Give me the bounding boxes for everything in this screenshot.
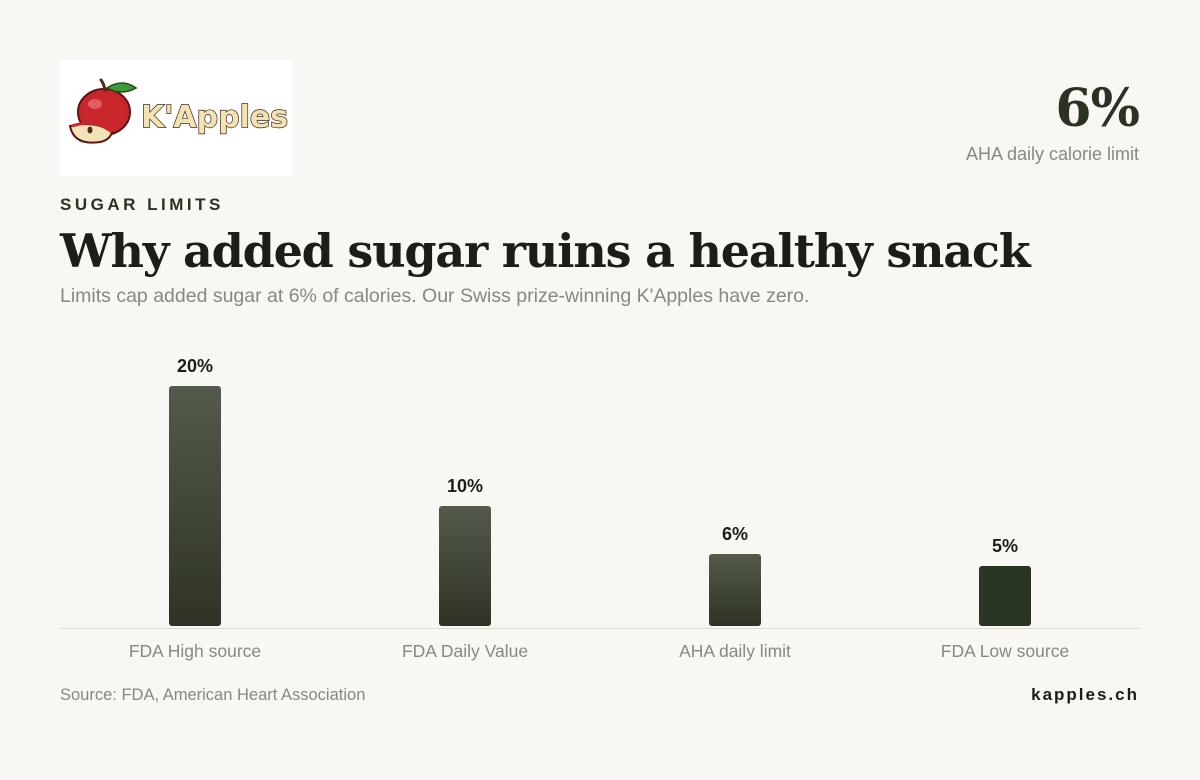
bar-0 bbox=[169, 386, 221, 626]
brand-logo: K'Apples bbox=[60, 60, 292, 176]
bar-value-label-2: 6% bbox=[722, 524, 748, 544]
category-label-1: FDA Daily Value bbox=[402, 641, 528, 661]
website-link[interactable]: kapples.ch bbox=[1031, 685, 1139, 704]
bar-2 bbox=[709, 554, 761, 626]
bar-value-label-3: 5% bbox=[992, 536, 1018, 556]
bar-value-label-0: 20% bbox=[177, 356, 213, 376]
bar-3 bbox=[979, 566, 1031, 626]
headline-stat: 6% AHA daily calorie limit bbox=[965, 78, 1140, 166]
headline-stat-label: AHA daily calorie limit bbox=[965, 144, 1139, 164]
page-subtitle: Limits cap added sugar at 6% of calories… bbox=[60, 285, 810, 307]
headline-stat-value: 6% bbox=[1055, 78, 1140, 139]
eyebrow-label: SUGAR LIMITS bbox=[60, 195, 224, 214]
category-label-3: FDA Low source bbox=[941, 641, 1069, 661]
bar-value-label-1: 10% bbox=[447, 476, 483, 496]
apple-logo-icon: K'Apples bbox=[68, 78, 289, 144]
category-label-2: AHA daily limit bbox=[679, 641, 791, 661]
bar-1 bbox=[439, 506, 491, 626]
category-label-0: FDA High source bbox=[129, 641, 261, 661]
logo-wordmark: K'Apples bbox=[141, 100, 288, 135]
source-note: Source: FDA, American Heart Association bbox=[60, 686, 366, 704]
bar-chart: 20% FDA High source 10% FDA Daily Value 6% AH… bbox=[60, 356, 1140, 661]
page-title: Why added sugar ruins a healthy snack bbox=[60, 224, 1031, 278]
